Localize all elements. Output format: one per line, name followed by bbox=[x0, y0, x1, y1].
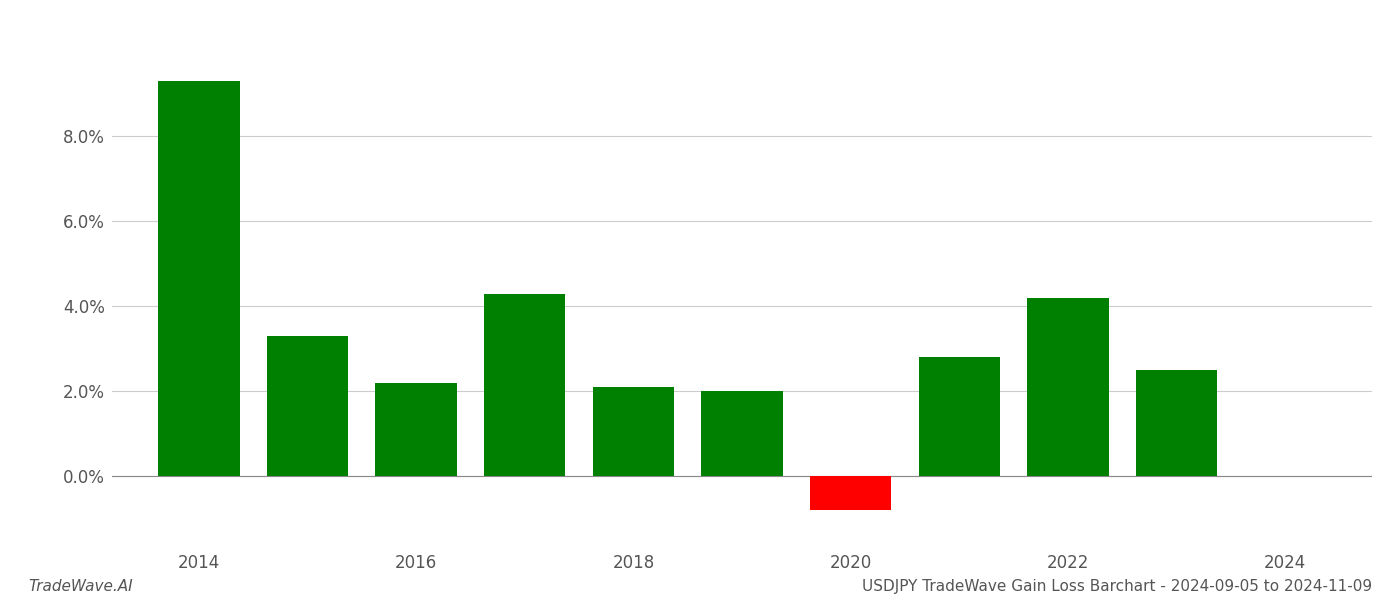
Bar bbox=[809, 476, 892, 510]
Bar bbox=[484, 293, 566, 476]
Bar bbox=[375, 383, 456, 476]
Bar bbox=[1028, 298, 1109, 476]
Text: USDJPY TradeWave Gain Loss Barchart - 2024-09-05 to 2024-11-09: USDJPY TradeWave Gain Loss Barchart - 20… bbox=[862, 579, 1372, 594]
Bar bbox=[918, 357, 1000, 476]
Bar bbox=[1135, 370, 1217, 476]
Bar bbox=[267, 336, 349, 476]
Bar bbox=[158, 81, 239, 476]
Bar bbox=[592, 387, 675, 476]
Bar bbox=[701, 391, 783, 476]
Text: TradeWave.AI: TradeWave.AI bbox=[28, 579, 133, 594]
